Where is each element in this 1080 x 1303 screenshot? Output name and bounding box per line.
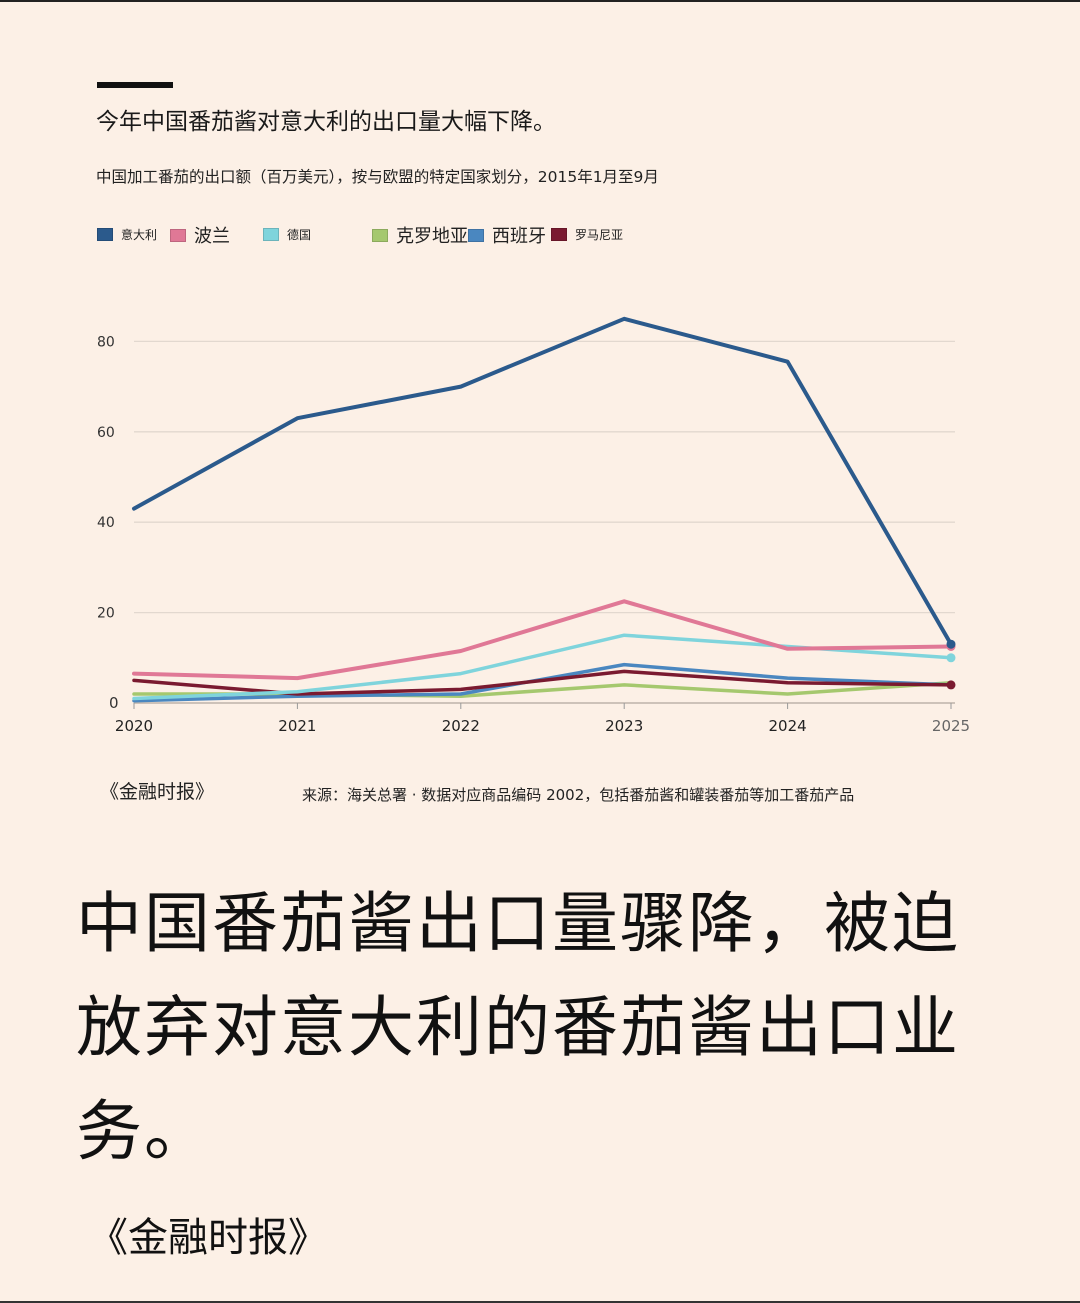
x-tick-label: 2021 xyxy=(278,717,316,735)
accent-bar xyxy=(97,82,173,88)
series-end-point-0 xyxy=(946,639,956,649)
legend-label: 克罗地亚 xyxy=(396,226,468,247)
bottom-rule xyxy=(0,1301,1080,1303)
y-tick-label: 0 xyxy=(109,694,119,712)
line-chart: 0 20 40 60 80 2020 2021 2022 2023 2024 2025 xyxy=(97,316,970,735)
headline: 中国番茄酱出口量骤降，被迫放弃对意大利的番茄酱出口业务。 xyxy=(76,885,960,1170)
chart-subtitle: 中国加工番茄的出口额（百万美元），按与欧盟的特定国家划分，2015年1月至9月 xyxy=(96,168,659,186)
chart-legend: 意大利 波兰 德国 克罗地亚 西班牙 罗马尼亚 xyxy=(0,222,1080,252)
footer-source: 《金融时报》 xyxy=(88,1215,328,1261)
x-tick-label: 2024 xyxy=(769,717,807,735)
legend-swatch xyxy=(468,228,484,242)
y-tick-label: 20 xyxy=(97,606,115,622)
y-tick-label: 60 xyxy=(97,425,115,441)
x-tick-label: 2020 xyxy=(115,717,153,735)
legend-swatch xyxy=(97,228,113,241)
y-tick-label: 40 xyxy=(97,515,115,531)
x-tick-label: 2022 xyxy=(442,717,480,735)
legend-swatch xyxy=(372,228,388,242)
legend-item-4: 西班牙 xyxy=(468,222,546,248)
top-rule xyxy=(0,0,1080,2)
y-tick-label: 80 xyxy=(97,334,115,350)
series-line-0 xyxy=(132,316,953,647)
chart-title: 今年中国番茄酱对意大利的出口量大幅下降。 xyxy=(96,109,556,135)
source-note: 来源：海关总署 · 数据对应商品编码 2002，包括番茄酱和罐装番茄等加工番茄产… xyxy=(302,786,855,804)
x-tick-label: 2025 xyxy=(932,717,970,735)
legend-item-1: 波兰 xyxy=(170,222,230,248)
legend-swatch xyxy=(263,228,279,241)
legend-swatch xyxy=(551,228,567,241)
series-end-point-5 xyxy=(946,680,956,690)
legend-item-0: 意大利 xyxy=(97,226,157,243)
legend-item-5: 罗马尼亚 xyxy=(551,226,623,243)
legend-label: 罗马尼亚 xyxy=(575,228,624,242)
source-left: 《金融时报》 xyxy=(100,781,215,803)
legend-item-2: 德国 xyxy=(263,226,311,243)
legend-item-3: 克罗地亚 xyxy=(372,222,468,248)
legend-label: 意大利 xyxy=(121,228,158,242)
series-end-point-2 xyxy=(946,653,956,663)
legend-label: 西班牙 xyxy=(492,226,546,247)
legend-label: 德国 xyxy=(287,228,312,242)
legend-swatch xyxy=(170,228,186,242)
series-line-1 xyxy=(132,599,953,681)
legend-label: 波兰 xyxy=(194,226,230,247)
x-tick-label: 2023 xyxy=(605,717,643,735)
